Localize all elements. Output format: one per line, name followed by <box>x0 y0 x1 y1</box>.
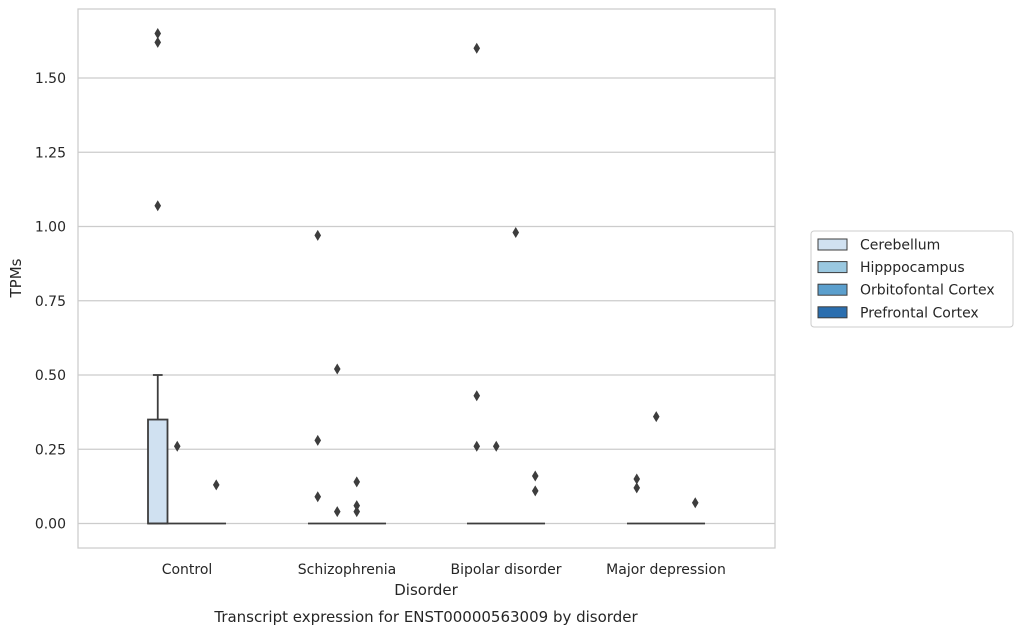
grid-lines <box>78 77 775 525</box>
legend-entry-label: Orbitofontal Cortex <box>860 283 995 299</box>
y-tick-label: 0.00 <box>35 517 66 533</box>
outlier-point <box>473 390 481 402</box>
outlier-point <box>531 485 539 497</box>
outlier-point <box>492 440 500 452</box>
legend-entry-label: Hipppocampus <box>860 260 965 276</box>
y-tick-label: 0.50 <box>35 368 66 384</box>
outlier-point <box>353 500 361 512</box>
outlier-point <box>353 476 361 488</box>
outlier-point <box>314 491 322 503</box>
y-tick-label: 0.75 <box>35 294 66 310</box>
chart-title: Transcript expression for ENST0000056300… <box>213 608 638 626</box>
outlier-point <box>473 440 481 452</box>
outliers-layer <box>154 27 699 518</box>
outlier-point <box>314 229 322 241</box>
outlier-point <box>333 506 341 518</box>
outlier-point <box>333 363 341 375</box>
legend-swatch <box>817 306 848 319</box>
outlier-point <box>154 27 162 39</box>
x-tick-label: Bipolar disorder <box>450 562 561 578</box>
legend-swatch <box>817 283 848 296</box>
y-tick-label: 1.50 <box>35 71 66 87</box>
x-axis-ticks: Control Schizophrenia Bipolar disorder Majo… <box>162 562 726 578</box>
box-cerebellum <box>147 374 169 525</box>
outlier-point <box>154 36 162 48</box>
outlier-point <box>212 479 220 491</box>
plot-area-frame <box>77 8 776 549</box>
box-rect <box>147 418 169 525</box>
y-tick-label: 1.25 <box>35 145 66 161</box>
outlier-point <box>154 200 162 212</box>
outlier-point <box>353 506 361 518</box>
y-axis-label: TPMs <box>7 258 25 298</box>
outlier-point <box>633 473 641 485</box>
outlier-point <box>691 497 699 509</box>
legend-entry-label: Prefrontal Cortex <box>860 305 979 321</box>
outlier-point <box>473 42 481 54</box>
legend-entry-label: Cerebellum <box>860 238 940 254</box>
y-axis-ticks: 0.00 0.25 0.50 0.75 1.00 1.25 1.50 <box>35 71 66 533</box>
x-tick-label: Schizophrenia <box>298 562 396 578</box>
legend-swatch <box>817 261 848 274</box>
outlier-point <box>173 440 181 452</box>
x-axis-label: Disorder <box>394 581 458 599</box>
x-tick-label: Control <box>162 562 213 578</box>
outlier-point <box>531 470 539 482</box>
y-tick-label: 0.25 <box>35 442 66 458</box>
x-tick-label: Major depression <box>606 562 726 578</box>
legend-frame <box>810 230 1014 328</box>
outlier-point <box>314 434 322 446</box>
y-tick-label: 1.00 <box>35 220 66 236</box>
legend-swatch <box>817 238 848 251</box>
legend: Cerebellum Hipppocampus Orbitofontal Corte… <box>810 230 1014 328</box>
outlier-point <box>512 226 520 238</box>
outlier-point <box>652 411 660 423</box>
outlier-point <box>633 482 641 494</box>
boxes-layer <box>147 374 705 525</box>
